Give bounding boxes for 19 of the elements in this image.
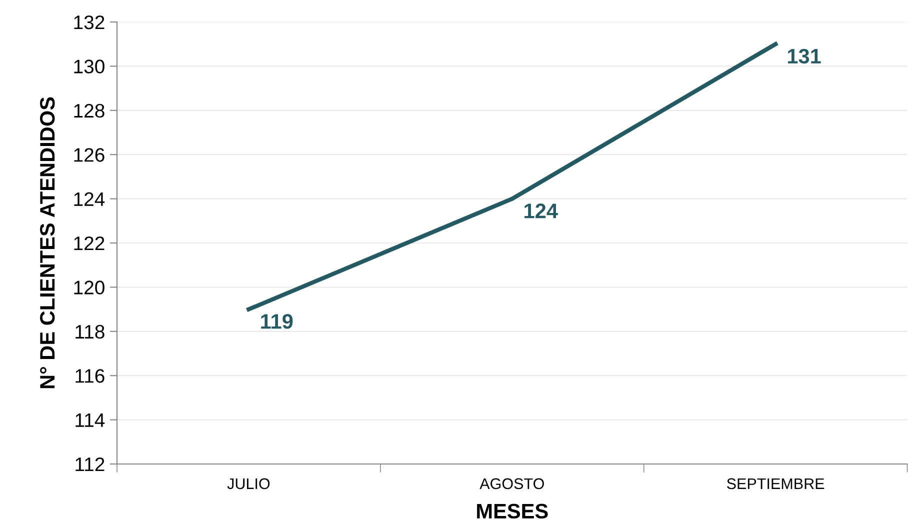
y-tick-label: 116 (76, 369, 104, 383)
y-tick-label: 126 (74, 148, 104, 162)
y-tick-label: 118 (76, 324, 104, 339)
x-tick-label: JULIO (227, 478, 270, 490)
y-tick-label: 120 (74, 280, 104, 294)
y-tick-label: 130 (74, 60, 104, 74)
data-label: 124 (524, 204, 558, 218)
y-tick-label: 114 (76, 413, 105, 427)
data-label: 131 (788, 48, 821, 64)
y-axis-title: N° DE CLIENTES ATENDIDOS (40, 97, 55, 388)
y-tick-label: 132 (74, 15, 104, 30)
x-tick-label: AGOSTO (480, 478, 544, 490)
x-tick-label: SEPTIEMBRE (727, 478, 824, 490)
x-axis-title: MESES (477, 504, 548, 519)
y-tick-label: 124 (74, 192, 105, 206)
y-tick-label: 122 (74, 236, 104, 250)
y-tick-label: 128 (74, 104, 104, 118)
y-tick-label: 112 (76, 457, 104, 472)
data-label: 119 (261, 314, 293, 329)
